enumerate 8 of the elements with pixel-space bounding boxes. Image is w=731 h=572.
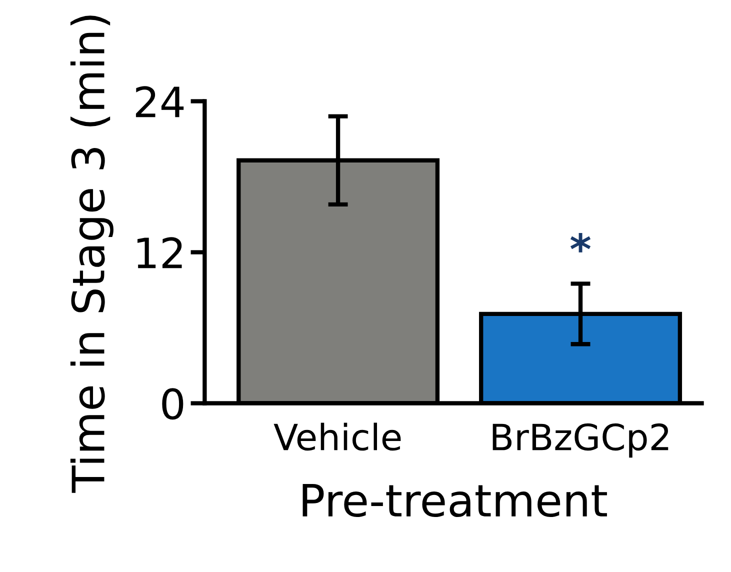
y-axis-title: Time in Stage 3 (min): [70, 16, 114, 493]
x-axis-title: Pre-treatment: [302, 484, 607, 518]
x-tick-label: BrBzGCp2: [492, 423, 668, 458]
y-tick-label: 0: [162, 388, 184, 420]
annotation: *: [570, 233, 591, 252]
x-tick-label: Vehicle: [274, 422, 401, 451]
y-tick-label: 24: [136, 86, 184, 118]
y-tick-label: 12: [137, 237, 182, 268]
